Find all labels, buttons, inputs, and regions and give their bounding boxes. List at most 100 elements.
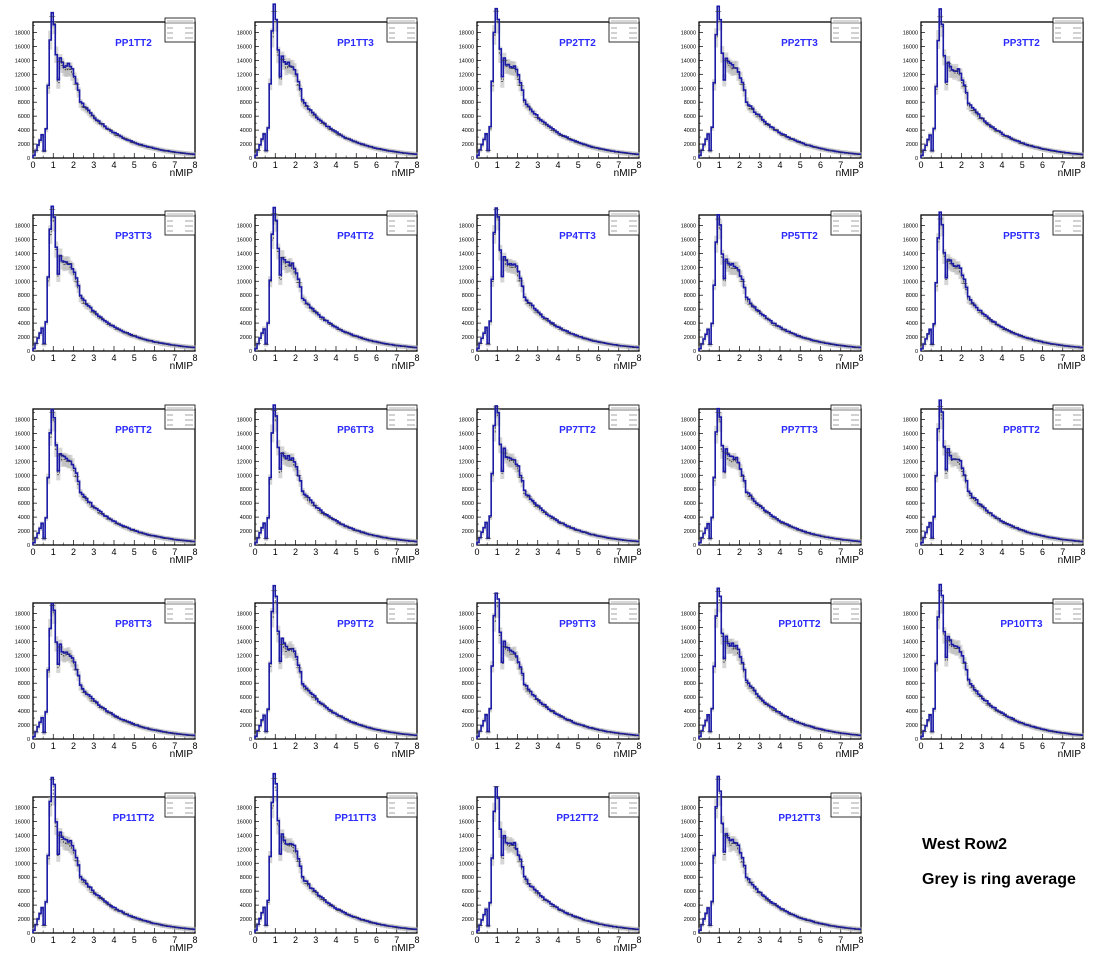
x-tick-label: 8 — [414, 160, 419, 170]
ring-average-error — [536, 892, 541, 899]
ring-average-error — [722, 275, 727, 287]
x-tick-label: 8 — [858, 741, 863, 751]
ring-average-error — [310, 500, 315, 508]
panel-title: PP3TT3 — [115, 231, 152, 242]
ring-average-error — [716, 22, 721, 24]
histogram-panel: 0200040006000800010000120001400016000180… — [459, 786, 642, 954]
ring-average-error — [520, 864, 525, 875]
ring-average-error — [744, 296, 749, 305]
y-tick-label: 2000 — [18, 142, 30, 148]
ring-average-error — [492, 423, 497, 442]
x-tick-label: 0 — [30, 547, 35, 557]
ring-average-error — [506, 839, 511, 854]
histogram-panel: 0200040006000800010000120001400016000180… — [15, 11, 198, 179]
y-tick-label: 16000 — [681, 431, 696, 437]
ring-average-error — [940, 409, 945, 430]
plot-frame — [254, 21, 418, 159]
y-tick-label: 10000 — [681, 667, 696, 673]
ring-average-error — [530, 304, 535, 312]
channel-histogram — [32, 602, 195, 739]
stats-box — [830, 598, 862, 624]
y-tick-label: 18000 — [681, 30, 696, 36]
x-tick-label: 8 — [858, 353, 863, 363]
y-tick-label: 0 — [693, 737, 696, 743]
y-tick-label: 6000 — [906, 307, 918, 313]
panel-title: PP1TT2 — [115, 38, 152, 49]
ring-average-error — [314, 310, 319, 317]
y-tick-label: 6000 — [240, 695, 252, 701]
y-tick-label: 0 — [471, 349, 474, 355]
x-tick-label: 6 — [596, 547, 601, 557]
x-tick-label: 0 — [696, 353, 701, 363]
x-tick-label: 1 — [51, 547, 56, 557]
ring-average-error — [290, 261, 295, 275]
y-tick-label: 18000 — [681, 223, 696, 229]
x-tick-label: 6 — [374, 160, 379, 170]
x-tick-label: 2 — [71, 547, 76, 557]
y-tick-label: 18000 — [15, 223, 30, 229]
ring-average-error — [500, 852, 505, 865]
y-tick-label: 12000 — [15, 847, 30, 853]
x-tick-label: 1 — [939, 160, 944, 170]
y-tick-label: 8000 — [684, 875, 696, 881]
ring-average-error — [46, 82, 51, 94]
y-tick-label: 4000 — [18, 321, 30, 327]
y-tick-label: 10000 — [15, 861, 30, 867]
stats-box — [608, 598, 640, 624]
ring-average-error — [579, 917, 584, 922]
y-tick-label: 10000 — [459, 86, 474, 92]
ring-average-error — [940, 603, 945, 614]
ring-average-error — [520, 477, 525, 488]
ring-average-error — [736, 842, 741, 857]
x-tick-label: 7 — [172, 160, 177, 170]
x-tick-label: 6 — [152, 935, 157, 945]
y-tick-label: 10000 — [15, 473, 30, 479]
stats-box — [164, 598, 196, 624]
x-tick-label: 4 — [555, 741, 560, 751]
x-tick-label: 2 — [515, 353, 520, 363]
y-tick-label: 0 — [249, 156, 252, 162]
ring-average-error — [746, 297, 751, 306]
ring-average-error — [272, 603, 277, 604]
y-tick-label: 0 — [693, 156, 696, 162]
ring-average-error — [316, 893, 321, 900]
channel-histogram — [32, 776, 195, 933]
x-tick-label: 1 — [939, 741, 944, 751]
ring-average-error — [110, 713, 115, 719]
stats-box — [830, 17, 862, 43]
ring-average-error — [768, 125, 773, 131]
ring-average-error — [300, 487, 305, 497]
y-tick-label: 10000 — [903, 473, 918, 479]
y-tick-label: 18000 — [237, 611, 252, 617]
y-tick-label: 12000 — [237, 72, 252, 78]
y-tick-label: 8000 — [240, 293, 252, 299]
y-tick-label: 14000 — [903, 58, 918, 64]
ring-average-error — [958, 68, 963, 82]
stats-box — [608, 404, 640, 430]
ring-average-error — [1005, 134, 1010, 140]
ring-average-error — [306, 301, 311, 310]
stats-box — [1052, 17, 1084, 43]
y-tick-label: 14000 — [237, 833, 252, 839]
y-tick-label: 6000 — [462, 307, 474, 313]
x-tick-label: 2 — [737, 935, 742, 945]
y-tick-label: 14000 — [459, 58, 474, 64]
y-tick-label: 18000 — [459, 611, 474, 617]
ring-average-error — [506, 643, 511, 658]
x-tick-label: 1 — [717, 160, 722, 170]
ring-average-error — [125, 525, 130, 531]
x-tick-label: 2 — [737, 547, 742, 557]
y-tick-label: 2000 — [240, 529, 252, 535]
y-tick-label: 10000 — [903, 86, 918, 92]
x-axis-label: nMIP — [614, 168, 638, 179]
histogram-panel: 0200040006000800010000120001400016000180… — [459, 207, 642, 372]
x-tick-label: 5 — [1020, 547, 1025, 557]
ring-average-error — [318, 895, 323, 901]
ring-average-error — [801, 141, 806, 147]
x-tick-label: 4 — [333, 935, 338, 945]
x-tick-label: 1 — [717, 353, 722, 363]
y-tick-label: 0 — [249, 931, 252, 937]
y-tick-label: 18000 — [903, 417, 918, 423]
ring-average-error — [102, 707, 107, 713]
x-tick-label: 0 — [252, 935, 257, 945]
